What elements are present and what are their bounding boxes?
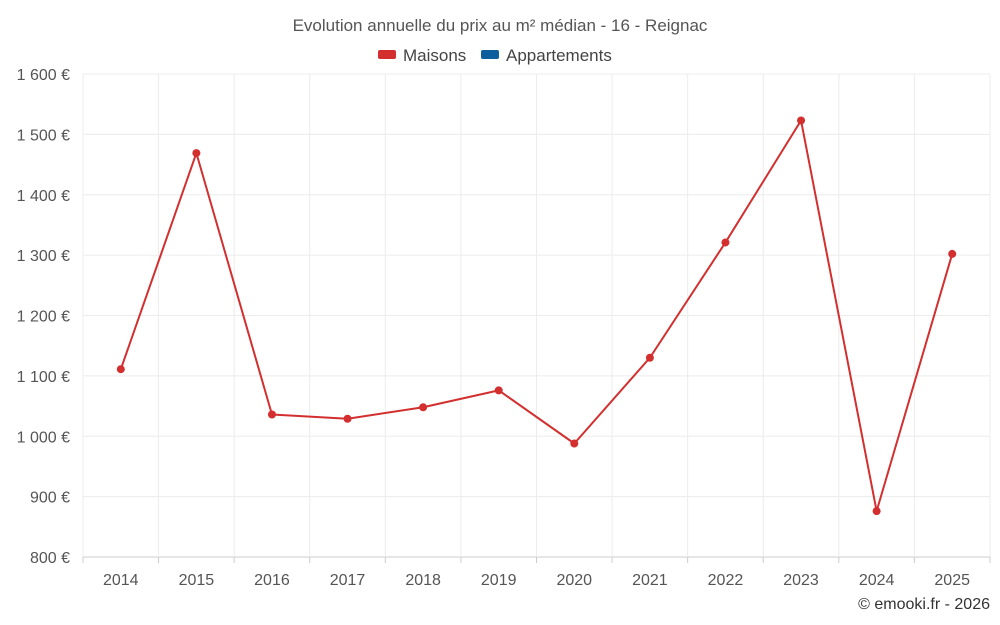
y-tick-label: 1 500 €	[17, 127, 70, 144]
data-point-2017[interactable]	[343, 414, 352, 423]
data-point-2015[interactable]	[192, 149, 201, 158]
grid	[82, 73, 991, 563]
y-axis-ticks: 800 € 900 € 1 000 € 1 100 € 1 200 € 1 300 € 1 …	[17, 67, 70, 567]
data-point-2019[interactable]	[494, 386, 503, 395]
x-tick-label: 2018	[405, 572, 441, 589]
legend-item-maisons[interactable]: Maisons	[378, 46, 466, 65]
y-tick-label: 1 600 €	[17, 67, 70, 84]
x-tick-label: 2024	[859, 572, 895, 589]
data-point-2014[interactable]	[116, 365, 125, 374]
credit-text: © emooki.fr - 2026	[858, 596, 990, 613]
x-tick-label: 2022	[708, 572, 744, 589]
x-tick-label: 2015	[179, 572, 215, 589]
data-point-2023[interactable]	[797, 116, 806, 125]
x-tick-label: 2025	[934, 572, 970, 589]
x-tick-label: 2017	[330, 572, 366, 589]
series-maisons	[116, 116, 957, 516]
chart-title: Evolution annuelle du prix au m² médian …	[293, 16, 708, 35]
x-tick-label: 2021	[632, 572, 668, 589]
data-point-2020[interactable]	[570, 439, 579, 448]
x-tick-label: 2019	[481, 572, 517, 589]
data-point-2025[interactable]	[948, 249, 957, 258]
data-point-2024[interactable]	[872, 507, 881, 516]
x-tick-label: 2023	[783, 572, 819, 589]
data-point-2021[interactable]	[645, 353, 654, 362]
legend-label-appartements: Appartements	[506, 46, 612, 65]
y-tick-label: 1 300 €	[17, 248, 70, 265]
y-tick-label: 900 €	[30, 490, 70, 507]
legend-swatch-appartements	[481, 50, 499, 59]
y-tick-label: 1 100 €	[17, 369, 70, 386]
y-tick-label: 800 €	[30, 550, 70, 567]
legend-swatch-maisons	[378, 50, 396, 59]
x-tick-label: 2014	[103, 572, 139, 589]
data-point-2016[interactable]	[267, 410, 276, 419]
x-axis-ticks: 2014 2015 2016 2017 2018 2019 2020 2021 2022 2023…	[103, 572, 970, 589]
legend: Maisons Appartements	[378, 46, 612, 65]
legend-label-maisons: Maisons	[403, 46, 466, 65]
y-tick-label: 1 000 €	[17, 429, 70, 446]
y-tick-label: 1 200 €	[17, 309, 70, 326]
series-line-maisons	[119, 119, 954, 513]
legend-item-appartements[interactable]: Appartements	[481, 46, 612, 65]
x-tick-label: 2016	[254, 572, 290, 589]
x-tick-label: 2020	[556, 572, 592, 589]
data-point-2022[interactable]	[721, 238, 730, 247]
y-tick-label: 1 400 €	[17, 188, 70, 205]
data-point-2018[interactable]	[419, 403, 428, 412]
